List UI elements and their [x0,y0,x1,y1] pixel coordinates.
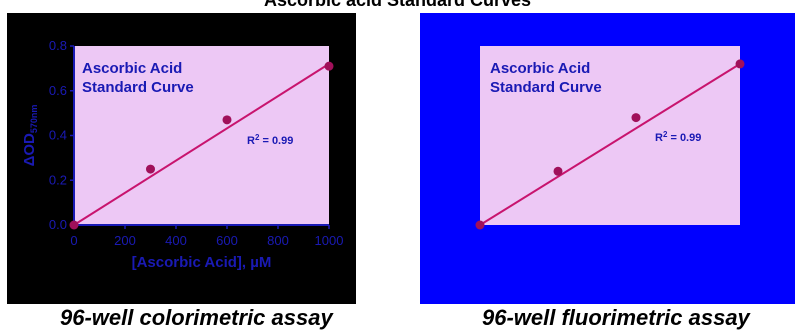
x-tick-label: 600 [216,233,238,248]
data-point [735,59,745,69]
data-point [146,164,155,174]
x-tick-label: 800 [267,233,289,248]
colorimetric-chart: 0 200 400 600 800 1000 0.0 0.2 0.4 0.6 0.8 [Ascorbi… [21,38,344,271]
plot-area [480,46,740,225]
main-title: Ascorbic acid Standard Curves [263,0,532,10]
fluorimetric-chart: Ascorbic Acid Standard Curve R2 = 0.99 [475,46,745,230]
data-point [222,115,232,125]
data-point [475,220,485,230]
data-point [324,61,334,71]
chart-title-line: Standard Curve [82,79,194,96]
y-tick-label: 0.2 [49,172,67,187]
r-squared-annotation: R2 = 0.99 [655,130,701,144]
regression-line [479,63,741,226]
x-tick-label: 1000 [315,233,344,248]
plot-area [74,46,329,225]
x-tick-label: 200 [114,233,136,248]
x-tick-label: 400 [165,233,187,248]
x-tick-label: 0 [70,233,77,248]
y-tick-label: 0.4 [49,128,67,143]
chart-title-line: Standard Curve [490,79,602,96]
colorimetric-caption: 96-well colorimetric assay [60,305,333,330]
y-tick-label: 0.0 [49,217,67,232]
y-axis-label: ΔOD570nm [21,105,39,167]
y-tick-label: 0.6 [49,83,67,98]
chart-title-line: Ascorbic Acid [82,60,182,77]
regression-line [73,63,330,226]
colorimetric-chart-panel: 0 200 400 600 800 1000 0.0 0.2 0.4 0.6 0.8 [Ascorbi… [7,13,356,304]
chart-title-line: Ascorbic Acid [490,60,590,77]
fluorimetric-chart-panel: Ascorbic Acid Standard Curve R2 = 0.99 [420,13,795,304]
y-tick-label: 0.8 [49,38,67,53]
fluorimetric-caption: 96-well fluorimetric assay [482,305,750,330]
r-squared-annotation: R2 = 0.99 [247,133,293,147]
x-axis-label: [Ascorbic Acid], µM [132,254,272,271]
data-point [631,113,641,123]
data-point [553,166,563,176]
data-point [69,220,79,230]
